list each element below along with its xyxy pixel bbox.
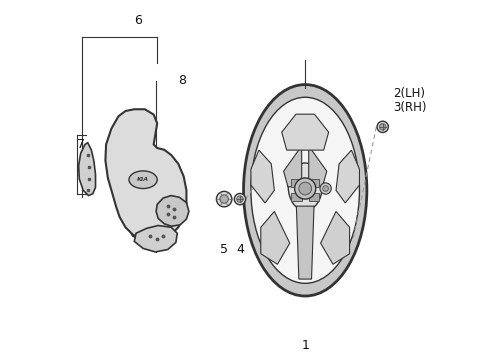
Text: 6: 6: [134, 14, 142, 27]
Circle shape: [320, 183, 331, 194]
Text: KIA: KIA: [137, 177, 149, 182]
Circle shape: [295, 178, 316, 199]
Text: 3(RH): 3(RH): [393, 101, 427, 114]
Circle shape: [237, 196, 243, 202]
FancyBboxPatch shape: [309, 179, 319, 187]
Ellipse shape: [243, 84, 367, 296]
Polygon shape: [336, 150, 360, 203]
Polygon shape: [296, 206, 314, 279]
Text: 2(LH): 2(LH): [393, 87, 425, 100]
Polygon shape: [282, 114, 329, 150]
Polygon shape: [79, 143, 96, 196]
Polygon shape: [321, 212, 349, 264]
Text: 7: 7: [77, 138, 85, 151]
Polygon shape: [156, 196, 189, 226]
Text: 8: 8: [178, 74, 186, 87]
FancyBboxPatch shape: [309, 193, 319, 201]
Polygon shape: [309, 146, 327, 187]
Circle shape: [299, 182, 312, 195]
Ellipse shape: [251, 97, 360, 283]
Circle shape: [234, 193, 246, 205]
Polygon shape: [134, 225, 177, 252]
Circle shape: [323, 186, 328, 191]
Polygon shape: [106, 109, 186, 241]
Circle shape: [377, 121, 388, 132]
Text: 1: 1: [301, 339, 309, 352]
Text: 4: 4: [236, 243, 244, 256]
Ellipse shape: [129, 171, 157, 189]
Polygon shape: [129, 225, 163, 240]
FancyBboxPatch shape: [291, 193, 301, 201]
FancyBboxPatch shape: [291, 179, 301, 187]
Polygon shape: [284, 146, 301, 187]
Circle shape: [216, 191, 232, 207]
Polygon shape: [251, 150, 275, 203]
Polygon shape: [261, 212, 290, 264]
Circle shape: [380, 124, 386, 130]
Text: 5: 5: [220, 243, 228, 256]
Circle shape: [220, 195, 228, 203]
Ellipse shape: [288, 163, 322, 211]
